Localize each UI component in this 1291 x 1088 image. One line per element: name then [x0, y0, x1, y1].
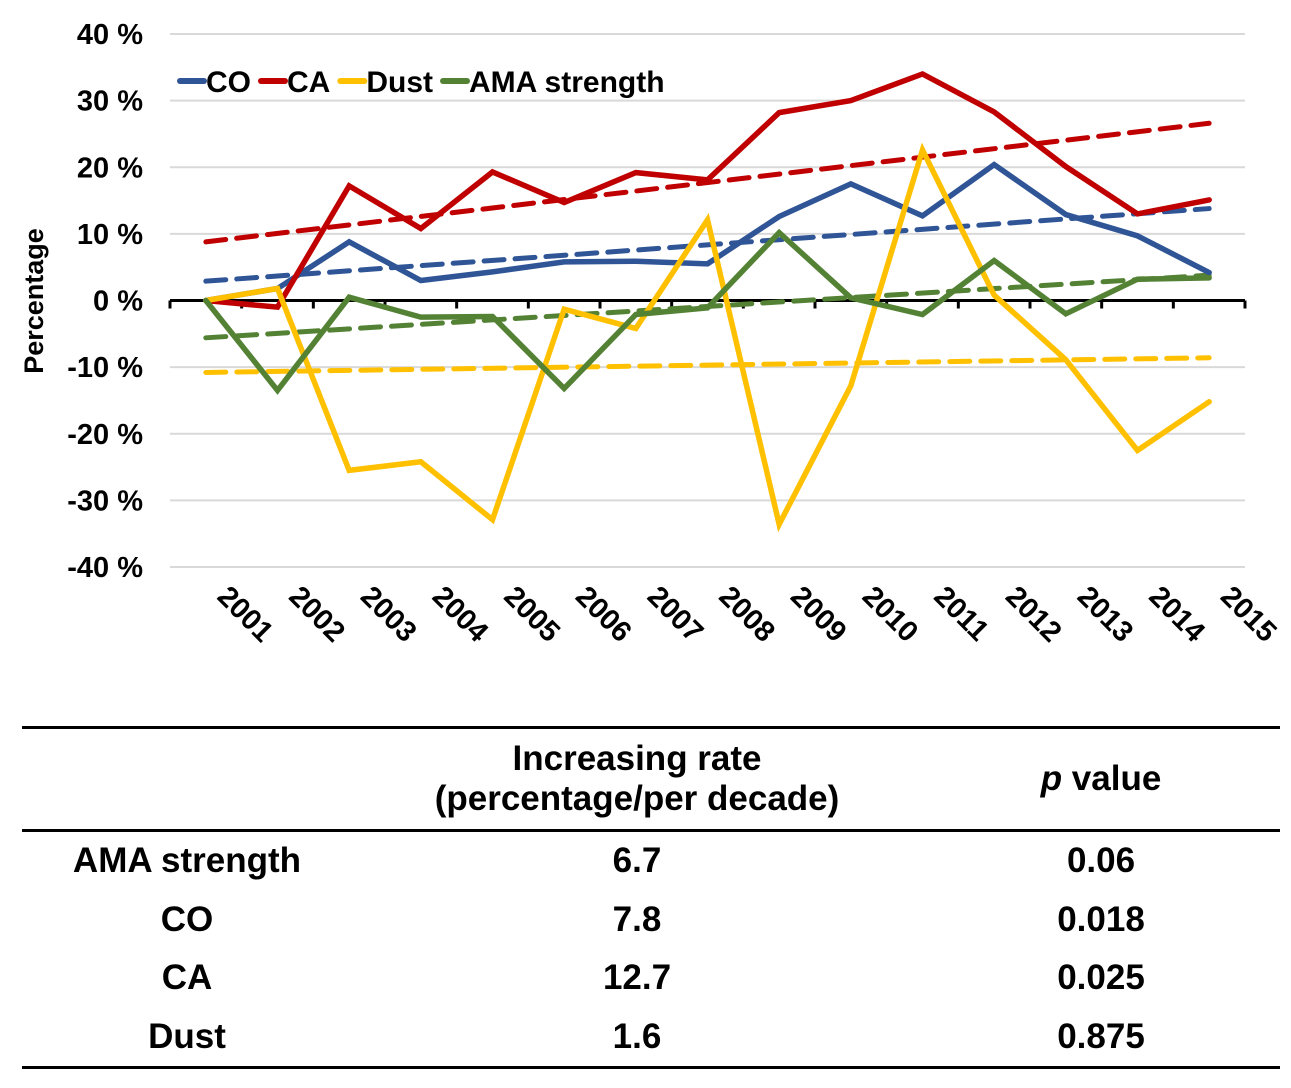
x-tick-label: 2011 [928, 580, 995, 647]
y-tick-label: -10 % [67, 352, 143, 384]
row-rate: 12.7 [602, 958, 672, 998]
row-name: AMA strength [72, 841, 302, 881]
y-tick-label: -30 % [67, 485, 143, 517]
row-rate: 1.6 [612, 1016, 662, 1056]
x-tick-label: 2013 [1071, 580, 1139, 648]
header-p-value: p value [922, 728, 1280, 831]
header-name [22, 728, 352, 831]
series-lines [203, 70, 1212, 533]
x-tick-label: 2010 [856, 580, 924, 648]
x-tick-label: 2003 [354, 580, 422, 648]
header-p-symbol: p [1040, 759, 1063, 798]
row-rate: 6.7 [612, 841, 662, 881]
legend-label-dust: Dust [366, 66, 433, 99]
x-tick-label: 2012 [999, 580, 1067, 648]
y-axis-title: Percentage [19, 228, 49, 374]
row-name: CO [160, 899, 214, 939]
y-tick-label: -40 % [67, 552, 143, 584]
y-axis-ticks: 40 % 30 % 20 % 10 % 0 % -10 % -20 % -30 % -40 % [67, 19, 143, 584]
x-tick-label: 2015 [1214, 580, 1282, 648]
legend-label-ama-strength: AMA strength [469, 66, 665, 99]
row-name: Dust [148, 1016, 226, 1056]
row-p-value: 0.06 [1066, 841, 1136, 881]
y-tick-label: 40 % [77, 19, 143, 51]
series-line-ca [203, 70, 1212, 311]
legend-label-co: CO [206, 66, 251, 99]
series-line-ama-strength [203, 228, 1212, 395]
y-tick-label: 20 % [77, 152, 143, 184]
line-chart: 40 %30 %20 %10 %0 %-10 %-20 %-30 %-40 % … [19, 19, 1282, 649]
x-tick-label: 2007 [641, 580, 709, 648]
x-tick-label: 2002 [283, 580, 351, 648]
header-p-text: value [1062, 759, 1162, 798]
table-header-row: Increasing rate (percentage/per decade) … [22, 727, 1280, 831]
table-row: CO 7.8 0.018 [22, 891, 1280, 950]
y-tick-label: -20 % [67, 419, 143, 451]
series-line-dust [203, 142, 1212, 533]
row-p-value: 0.018 [1057, 899, 1145, 939]
legend: CO CA Dust AMA strength [177, 66, 665, 99]
x-tick-label: 2009 [784, 580, 852, 648]
table-row: AMA strength 6.7 0.06 [22, 831, 1280, 891]
x-tick-label: 2008 [713, 580, 781, 648]
x-tick-label: 2005 [498, 580, 566, 648]
header-increasing-rate: Increasing rate (percentage/per decade) [352, 728, 922, 831]
row-rate: 7.8 [612, 899, 662, 939]
trend-stats-table: Increasing rate (percentage/per decade) … [22, 726, 1280, 1069]
row-p-value: 0.875 [1057, 1016, 1145, 1056]
header-rate-line1: Increasing rate [512, 739, 762, 778]
x-tick-label: 2001 [211, 580, 279, 648]
row-name: CA [161, 958, 213, 998]
row-p-value: 0.025 [1057, 958, 1145, 998]
x-tick-label: 2014 [1143, 580, 1211, 648]
y-tick-label: 30 % [77, 86, 143, 118]
x-tick-label: 2004 [426, 580, 494, 648]
trend-line-dust [203, 355, 1212, 375]
table-row: Dust 1.6 0.875 [22, 1008, 1280, 1068]
x-tick-label: 2006 [569, 580, 637, 648]
y-tick-label: 0 % [93, 286, 143, 318]
series-line-co [203, 161, 1212, 304]
header-rate-line2: (percentage/per decade) [434, 779, 840, 818]
x-axis: 2001 2002 2003 2004 2005 2006 2007 2008 2009 2010… [168, 299, 1282, 649]
legend-label-ca: CA [287, 66, 330, 99]
trend-line-co [203, 206, 1212, 284]
table-row: CA 12.7 0.025 [22, 949, 1280, 1008]
y-tick-label: 10 % [77, 219, 143, 251]
